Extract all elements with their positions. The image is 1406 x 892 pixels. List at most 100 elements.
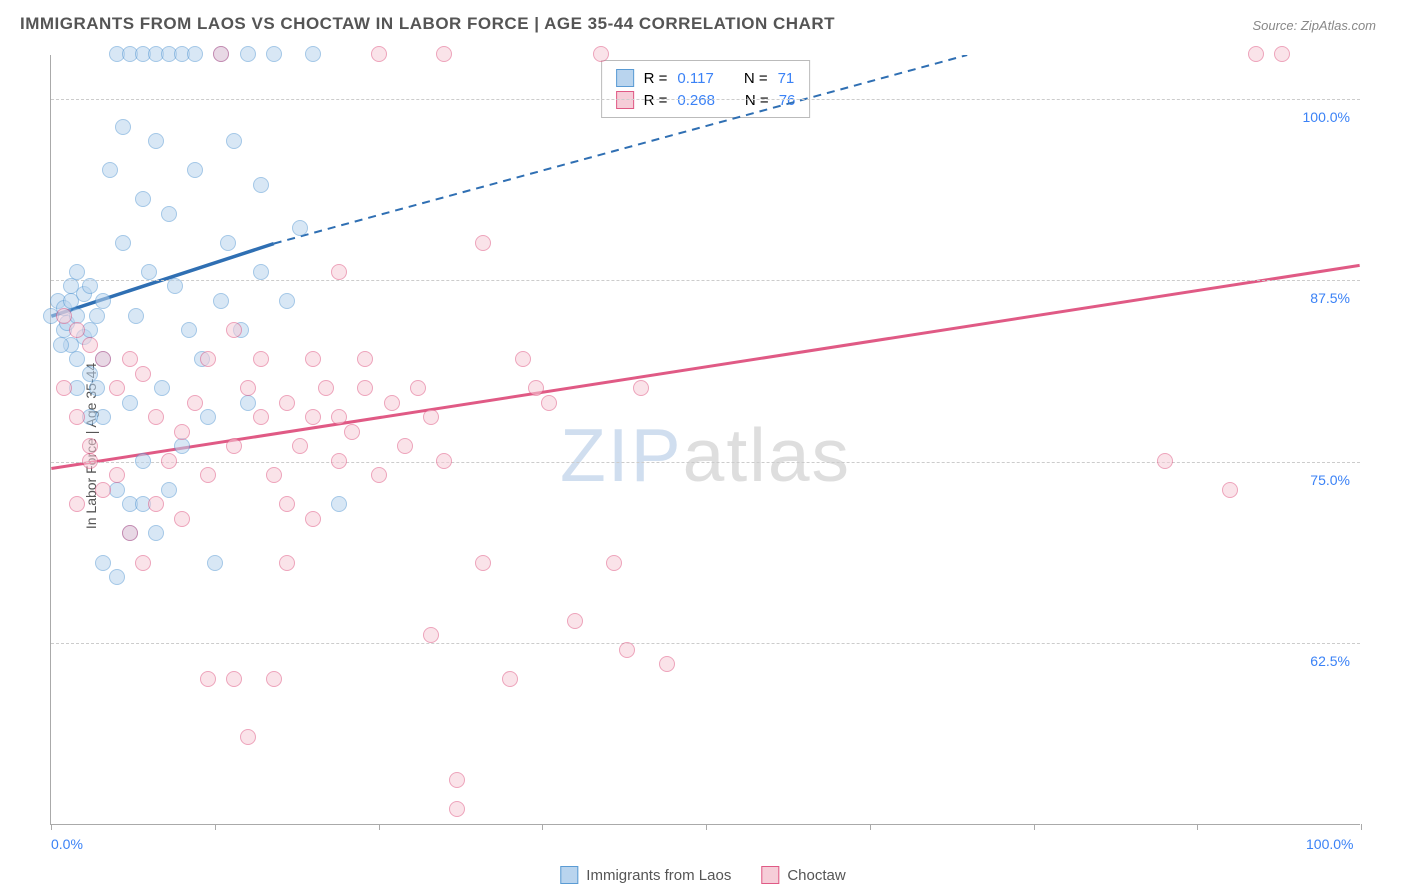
scatter-point	[384, 395, 400, 411]
scatter-point	[528, 380, 544, 396]
grid-line-h	[51, 280, 1360, 281]
scatter-point	[95, 482, 111, 498]
trend-lines-svg	[51, 55, 1360, 824]
scatter-point	[213, 293, 229, 309]
scatter-point	[226, 133, 242, 149]
scatter-point	[174, 438, 190, 454]
y-tick-label: 75.0%	[1310, 472, 1350, 488]
scatter-point	[56, 380, 72, 396]
scatter-point	[371, 46, 387, 62]
scatter-point	[226, 671, 242, 687]
x-tick	[215, 824, 216, 830]
scatter-point	[449, 772, 465, 788]
r-value-1: 0.268	[677, 92, 715, 109]
scatter-point	[279, 395, 295, 411]
legend-bottom: Immigrants from Laos Choctaw	[560, 866, 845, 884]
scatter-point	[213, 46, 229, 62]
scatter-point	[305, 409, 321, 425]
legend-stats-row-0: R = 0.117 N = 71	[616, 67, 796, 89]
watermark-zip: ZIP	[560, 413, 683, 497]
scatter-point	[95, 555, 111, 571]
x-tick	[1197, 824, 1198, 830]
scatter-point	[102, 162, 118, 178]
correlation-chart-container: IMMIGRANTS FROM LAOS VS CHOCTAW IN LABOR…	[0, 0, 1406, 892]
scatter-point	[187, 46, 203, 62]
scatter-point	[240, 729, 256, 745]
scatter-point	[318, 380, 334, 396]
scatter-point	[53, 337, 69, 353]
scatter-point	[541, 395, 557, 411]
x-tick-label: 0.0%	[51, 836, 83, 852]
scatter-point	[449, 801, 465, 817]
grid-line-h	[51, 99, 1360, 100]
x-tick-label: 100.0%	[1306, 836, 1353, 852]
scatter-point	[659, 656, 675, 672]
scatter-point	[423, 627, 439, 643]
watermark-atlas: atlas	[683, 413, 851, 497]
x-tick	[706, 824, 707, 830]
scatter-point	[56, 308, 72, 324]
legend-swatch	[560, 866, 578, 884]
scatter-point	[305, 511, 321, 527]
scatter-point	[226, 438, 242, 454]
scatter-point	[135, 191, 151, 207]
legend-label: Immigrants from Laos	[586, 867, 731, 884]
scatter-point	[89, 308, 105, 324]
scatter-point	[253, 264, 269, 280]
scatter-point	[292, 220, 308, 236]
scatter-point	[515, 351, 531, 367]
scatter-point	[240, 395, 256, 411]
scatter-point	[82, 453, 98, 469]
x-tick	[379, 824, 380, 830]
scatter-point	[436, 453, 452, 469]
scatter-point	[69, 409, 85, 425]
scatter-point	[63, 278, 79, 294]
scatter-point	[331, 409, 347, 425]
legend-stats-box: R = 0.117 N = 71 R = 0.268 N = 76	[601, 60, 811, 118]
scatter-point	[253, 351, 269, 367]
legend-swatch-0	[616, 69, 634, 87]
scatter-point	[161, 206, 177, 222]
scatter-point	[148, 133, 164, 149]
n-value-0: 71	[778, 70, 795, 87]
scatter-point	[207, 555, 223, 571]
scatter-point	[69, 496, 85, 512]
scatter-point	[475, 235, 491, 251]
scatter-point	[82, 337, 98, 353]
scatter-point	[1222, 482, 1238, 498]
scatter-point	[135, 366, 151, 382]
scatter-point	[371, 467, 387, 483]
scatter-point	[109, 569, 125, 585]
n-value-1: 76	[779, 92, 796, 109]
r-value-0: 0.117	[677, 70, 713, 87]
scatter-point	[397, 438, 413, 454]
scatter-point	[167, 278, 183, 294]
source-label: Source: ZipAtlas.com	[1252, 18, 1376, 33]
scatter-point	[128, 308, 144, 324]
scatter-point	[122, 525, 138, 541]
y-tick-label: 100.0%	[1303, 109, 1350, 125]
scatter-point	[344, 424, 360, 440]
scatter-point	[266, 46, 282, 62]
scatter-point	[187, 395, 203, 411]
scatter-point	[475, 555, 491, 571]
scatter-point	[593, 46, 609, 62]
scatter-point	[292, 438, 308, 454]
x-tick	[870, 824, 871, 830]
plot-area: ZIPatlas R = 0.117 N = 71 R = 0.268 N = …	[50, 55, 1360, 825]
legend-label: Choctaw	[787, 867, 845, 884]
scatter-point	[187, 162, 203, 178]
scatter-point	[148, 409, 164, 425]
scatter-point	[279, 293, 295, 309]
r-label-1: R =	[644, 92, 668, 109]
scatter-point	[109, 467, 125, 483]
scatter-point	[357, 351, 373, 367]
scatter-point	[226, 322, 242, 338]
scatter-point	[266, 467, 282, 483]
x-tick	[1034, 824, 1035, 830]
scatter-point	[331, 496, 347, 512]
scatter-point	[410, 380, 426, 396]
scatter-point	[200, 671, 216, 687]
scatter-point	[1157, 453, 1173, 469]
chart-title: IMMIGRANTS FROM LAOS VS CHOCTAW IN LABOR…	[20, 14, 835, 34]
